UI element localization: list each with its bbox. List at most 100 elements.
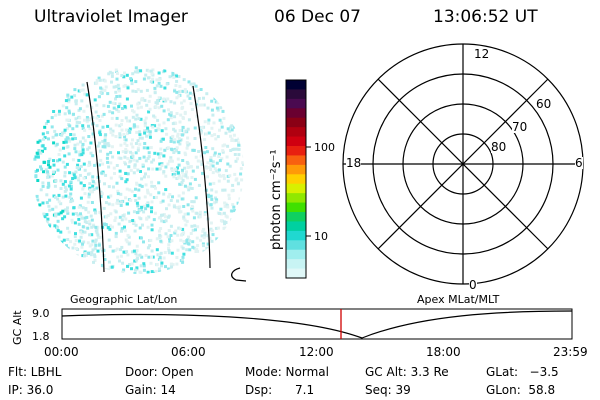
image-pixel [86,147,90,151]
image-pixel [140,98,144,102]
image-pixel [202,244,205,248]
image-pixel [222,211,226,215]
image-pixel [235,177,239,181]
image-pixel [158,253,162,257]
image-pixel [177,207,181,211]
image-pixel [93,247,97,251]
image-pixel [52,141,56,145]
image-pixel [133,259,137,263]
image-pixel [214,196,217,200]
image-pixel [124,217,128,221]
image-pixel [74,239,78,242]
image-pixel [176,157,180,161]
image-pixel [134,252,138,256]
image-pixel [71,177,75,180]
image-pixel [191,209,195,213]
image-pixel [123,105,127,108]
image-pixel [190,200,194,204]
image-pixel [184,223,188,227]
image-pixel [69,184,73,188]
image-pixel [75,247,79,250]
image-pixel [195,105,199,109]
image-pixel [206,175,209,179]
image-pixel [204,165,208,169]
image-pixel [181,116,185,120]
image-pixel [148,244,152,248]
image-pixel [234,178,238,182]
image-pixel [46,185,50,189]
image-pixel [186,241,190,245]
image-pixel [132,123,136,127]
image-pixel [57,212,61,216]
image-pixel [61,217,65,221]
image-pixel [132,171,136,175]
image-pixel [107,165,111,169]
image-pixel [223,220,227,224]
image-pixel [79,181,83,185]
image-pixel [178,205,182,209]
image-pixel [81,127,85,130]
image-pixel [65,244,68,248]
image-pixel [226,127,230,131]
image-pixel [67,100,71,104]
image-pixel [68,111,71,115]
image-pixel [153,91,157,95]
image-pixel [60,133,64,137]
image-pixel [150,223,154,227]
image-pixel [62,140,66,144]
image-pixel [230,137,234,141]
image-pixel [142,155,146,159]
image-pixel [181,260,185,264]
image-pixel [67,123,71,127]
image-pixel [177,75,181,78]
image-pixel [131,250,134,254]
image-pixel [154,101,158,105]
image-pixel [195,236,199,240]
colorbar-block [286,221,306,232]
image-pixel [68,171,72,175]
image-pixel [169,113,173,117]
image-pixel [163,148,167,152]
image-pixel [158,235,162,239]
image-pixel [206,161,210,165]
image-pixel [77,222,81,226]
image-pixel [146,129,150,133]
image-pixel [138,136,142,140]
image-pixel [95,124,99,128]
image-pixel [95,103,99,107]
image-pixel [242,163,244,166]
image-pixel [38,203,42,207]
image-pixel [46,131,50,135]
image-pixel [62,238,66,242]
image-pixel [177,136,181,140]
image-pixel [89,190,93,194]
image-pixel [119,254,123,258]
image-pixel [197,131,201,135]
image-pixel [196,244,200,247]
image-pixel [118,175,122,179]
image-pixel [167,214,171,218]
image-pixel [147,69,151,73]
image-pixel [174,84,178,87]
image-pixel [88,127,92,131]
colorbar-block [286,268,306,279]
image-pixel [52,171,55,175]
image-pixel [186,176,190,180]
image-pixel [210,99,214,103]
image-pixel [112,85,116,89]
image-pixel [83,176,87,180]
image-pixel [195,99,199,103]
image-pixel [61,160,65,164]
image-pixel [239,143,242,147]
image-pixel [159,139,163,143]
image-pixel [186,185,190,189]
image-pixel [157,155,161,159]
image-pixel [185,146,189,150]
image-pixel [87,251,91,255]
image-pixel [59,133,63,136]
image-pixel [130,104,133,108]
image-pixel [88,182,92,186]
colorbar-block [286,202,306,213]
image-pixel [81,136,85,140]
